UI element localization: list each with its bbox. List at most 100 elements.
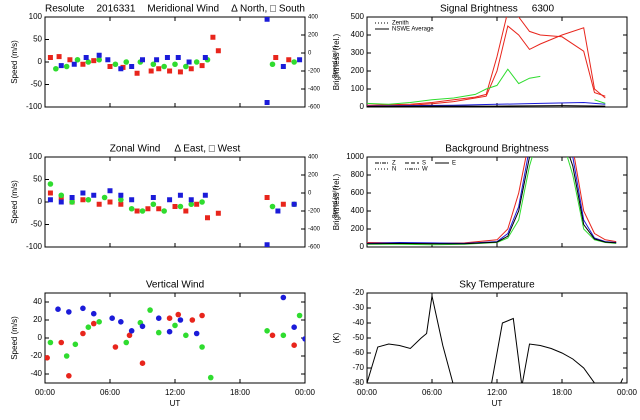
y2-tick-label: -600 bbox=[308, 105, 321, 111]
x-tick-label: 18:00 bbox=[230, 388, 251, 397]
panel: -100 -50 0 50 100 -600 -400 -200 0 200 400 Zonal Wi… bbox=[10, 144, 338, 251]
marker bbox=[155, 329, 162, 336]
marker bbox=[58, 63, 64, 69]
marker bbox=[91, 58, 97, 64]
line bbox=[367, 157, 617, 245]
y-tick-label: 200 bbox=[351, 66, 365, 75]
marker bbox=[128, 205, 135, 212]
marker bbox=[45, 355, 50, 361]
marker bbox=[297, 57, 303, 63]
marker bbox=[107, 199, 113, 205]
marker bbox=[140, 57, 145, 63]
marker bbox=[302, 336, 305, 342]
plot-frame bbox=[366, 292, 628, 384]
legend-label: Zenith bbox=[392, 21, 409, 27]
marker bbox=[118, 196, 124, 203]
marker bbox=[58, 199, 64, 205]
title-legend-text: Δ North, □ South bbox=[231, 4, 305, 15]
y-tick-label: 100 bbox=[351, 84, 365, 93]
marker bbox=[85, 196, 92, 203]
marker bbox=[280, 201, 286, 207]
marker bbox=[80, 197, 86, 203]
plot-frame bbox=[366, 16, 628, 108]
plot-area bbox=[45, 294, 305, 381]
marker bbox=[47, 190, 53, 196]
y-axis-label: Speed (m/s) bbox=[10, 40, 19, 84]
legend-label: NSWE Average bbox=[392, 27, 434, 33]
marker bbox=[275, 208, 281, 214]
marker bbox=[269, 332, 276, 339]
title-date: 2016331 bbox=[96, 4, 135, 15]
title-site: Resolute bbox=[45, 4, 85, 15]
marker bbox=[80, 61, 86, 67]
line bbox=[367, 68, 606, 105]
marker bbox=[145, 206, 151, 212]
title-legend-text: Δ East, □ West bbox=[174, 144, 240, 155]
x-tick-label: 00:00 bbox=[295, 388, 316, 397]
marker bbox=[90, 320, 97, 327]
marker bbox=[264, 195, 270, 200]
marker bbox=[109, 315, 115, 322]
plot-area bbox=[367, 17, 606, 107]
legend-label: N bbox=[392, 167, 396, 173]
marker bbox=[53, 65, 59, 72]
marker bbox=[134, 208, 140, 214]
marker bbox=[273, 55, 279, 60]
x-tick-label: 00:00 bbox=[617, 388, 638, 397]
y-tick-label: 0 bbox=[360, 102, 365, 111]
title-title: Vertical Wind bbox=[146, 280, 204, 291]
x-tick-label: 12:00 bbox=[165, 388, 186, 397]
y2-tick-label: 0 bbox=[308, 191, 312, 197]
y-tick-label: -30 bbox=[352, 303, 364, 312]
x-tick-label: 18:00 bbox=[552, 388, 573, 397]
line bbox=[367, 101, 606, 107]
plot-frame bbox=[366, 156, 628, 248]
y-tick-label: -50 bbox=[30, 220, 42, 229]
marker bbox=[69, 195, 75, 200]
marker bbox=[118, 66, 124, 72]
plot-area bbox=[367, 157, 617, 246]
panel: -40 -20 0 20 40 00:00 06:00 12:00 18:00 00:00 Vert… bbox=[10, 280, 315, 408]
y2-tick-label: 400 bbox=[308, 155, 319, 161]
y-tick-label: 400 bbox=[351, 206, 365, 215]
marker bbox=[83, 55, 89, 60]
marker bbox=[107, 188, 113, 194]
marker bbox=[280, 294, 287, 301]
marker bbox=[215, 210, 221, 216]
marker bbox=[280, 64, 286, 69]
y-tick-label: 0 bbox=[360, 242, 365, 251]
y2-tick-label: 0 bbox=[308, 51, 312, 57]
x-tick-label: 00:00 bbox=[35, 388, 56, 397]
marker bbox=[66, 373, 72, 379]
marker bbox=[269, 61, 276, 68]
y-axis-label: Speed (m/s) bbox=[10, 316, 19, 360]
panel: -100 -50 0 50 100 -600 -400 -200 0 200 400 Resolute… bbox=[10, 4, 338, 111]
marker bbox=[207, 374, 214, 381]
marker bbox=[85, 59, 92, 65]
panel: 0 100 200 300 400 500 Signal Brightness 6300 Bri… bbox=[332, 4, 628, 111]
marker bbox=[155, 315, 162, 322]
marker bbox=[126, 332, 133, 339]
marker bbox=[123, 59, 130, 65]
y-tick-label: 20 bbox=[33, 315, 42, 324]
marker bbox=[150, 195, 156, 200]
y-tick-label: 0 bbox=[38, 57, 43, 66]
marker bbox=[205, 215, 210, 221]
marker bbox=[264, 242, 270, 247]
marker bbox=[66, 309, 72, 315]
line bbox=[367, 157, 617, 246]
marker bbox=[166, 315, 173, 322]
y-tick-label: -20 bbox=[352, 288, 364, 297]
marker bbox=[291, 324, 297, 331]
y-tick-label: -50 bbox=[352, 333, 364, 342]
y2-tick-label: -200 bbox=[308, 69, 321, 75]
legend-label: Z bbox=[392, 161, 396, 167]
marker bbox=[80, 330, 86, 337]
title-title: Sky Temperature bbox=[459, 280, 535, 291]
y-tick-label: 300 bbox=[351, 48, 365, 57]
marker bbox=[107, 64, 113, 69]
plot-area bbox=[367, 295, 624, 383]
y-tick-label: 500 bbox=[351, 12, 365, 21]
y-tick-label: 100 bbox=[29, 12, 43, 21]
